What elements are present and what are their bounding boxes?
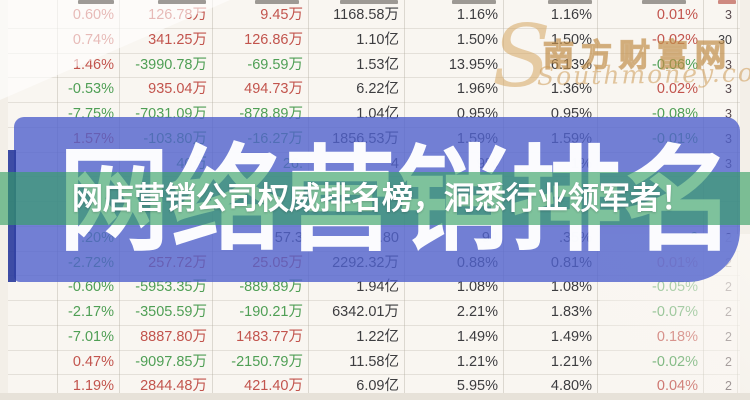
table-cell: -0.06%: [652, 56, 698, 73]
clipped-text-fragment: [340, 0, 398, 4]
table-cell: 421.40万: [244, 378, 303, 395]
table-cell: -9097.85万: [135, 353, 207, 370]
table-cell: 1.36%: [550, 81, 592, 98]
table-cell: 1.21%: [456, 353, 498, 370]
table-cell: 6.22亿: [356, 81, 399, 98]
table-cell: 6.09亿: [356, 378, 399, 395]
table-cell: 6342.01万: [332, 304, 399, 320]
table-cell: 3: [725, 8, 732, 22]
table-cell: 13.95%: [448, 56, 498, 73]
table-cell: 5.95%: [456, 378, 498, 395]
table-cell: -2150.79万: [231, 353, 303, 370]
table-cell: 3: [725, 57, 732, 72]
table-cell: 935.04万: [148, 81, 207, 98]
table-row: -0.53% 935.04万 494.73万 6.22亿 1.96% 1.36% 0.02%…: [8, 77, 740, 103]
table-cell: 1.16%: [550, 7, 592, 23]
clipped-text-fragment: [452, 0, 496, 4]
table-cell: -889.89万: [239, 279, 303, 296]
table-row: 0.74%341.25万126.86万1.10亿1.50%1.50%-0.02%…: [8, 28, 740, 54]
table-cell: 1168.58万: [333, 7, 399, 23]
table-cell: 1.83%: [550, 304, 592, 320]
banner-headline: 网店营销公司权威排名榜，洞悉行业领军者！: [72, 181, 692, 216]
table-row: 0.60%126.78万9.45万1168.58万1.16%1.16%0.01%…: [8, 3, 740, 29]
clipped-text-fragment: [642, 0, 686, 4]
table-cell: -2.17%: [68, 304, 114, 320]
table-cell: -3990.78万: [135, 56, 207, 73]
table-cell: -0.60%: [68, 279, 114, 296]
table-cell: 2844.48万: [140, 378, 207, 395]
table-cell: 0.47%: [72, 353, 114, 370]
table-cell: 1.08%: [550, 279, 592, 296]
table-row: -2.17% -3505.59万 -190.21万 6342.01万 2.21% 1.83…: [8, 300, 740, 326]
table-cell: 30: [718, 32, 732, 47]
photo-edge-bottom: [0, 393, 750, 400]
clipped-text-fragment: [255, 0, 299, 4]
table-cell: 1.49%: [550, 328, 592, 345]
table-cell: 341.25万: [148, 31, 207, 48]
clipped-text-fragment: [548, 0, 592, 4]
banner-ribbon: [0, 172, 750, 225]
table-cell: 1.94亿: [356, 279, 399, 296]
table-cell: -0.53%: [68, 81, 114, 98]
table-cell: 11.58亿: [349, 353, 399, 370]
table-cell: 1.21%: [550, 353, 592, 370]
table-cell: 1.50%: [550, 31, 592, 48]
table-cell: -69.59万: [247, 56, 303, 73]
clipped-text-fragment: [158, 0, 206, 4]
table-cell: 2.21%: [456, 304, 498, 320]
clipped-text-fragment: [78, 0, 114, 4]
table-cell: -5953.35万: [135, 279, 207, 296]
table-cell: 0.02%: [656, 81, 698, 98]
table-cell: 9.45万: [260, 7, 303, 23]
table-cell: 1.10亿: [356, 31, 399, 48]
table-cell: 1.16%: [456, 7, 498, 23]
table-cell: 126.86万: [244, 31, 303, 48]
table-cell: 0.01%: [656, 7, 698, 23]
table-cell: 1.22亿: [356, 328, 399, 345]
table-cell: -190.21万: [239, 304, 303, 320]
clipped-text-fragment: [718, 0, 736, 4]
table-cell: 8887.80万: [140, 328, 207, 345]
table-cell: 494.73万: [244, 81, 303, 98]
table-cell: -0.02%: [652, 31, 698, 48]
table-cell: 1483.77万: [236, 328, 303, 345]
table-cell: 1.19%: [72, 378, 114, 395]
table-cell: -3505.59万: [135, 304, 207, 320]
table-row: 1.46% -3990.78万 -69.59万 1.53亿 13.95% 6.13% -0.…: [8, 53, 740, 79]
table-cell: 3: [725, 107, 732, 121]
table-cell: 1.49%: [456, 328, 498, 345]
table-cell: 1.50%: [456, 31, 498, 48]
table-cell: 6.13%: [550, 56, 592, 73]
table-cell: 3: [725, 82, 732, 97]
table-cell: 1.53亿: [356, 56, 399, 73]
table-cell: 1.96%: [456, 81, 498, 98]
table-cell: 4.80%: [550, 378, 592, 395]
table-cell: 1.08%: [456, 279, 498, 296]
table-cell: -7.01%: [68, 328, 114, 345]
